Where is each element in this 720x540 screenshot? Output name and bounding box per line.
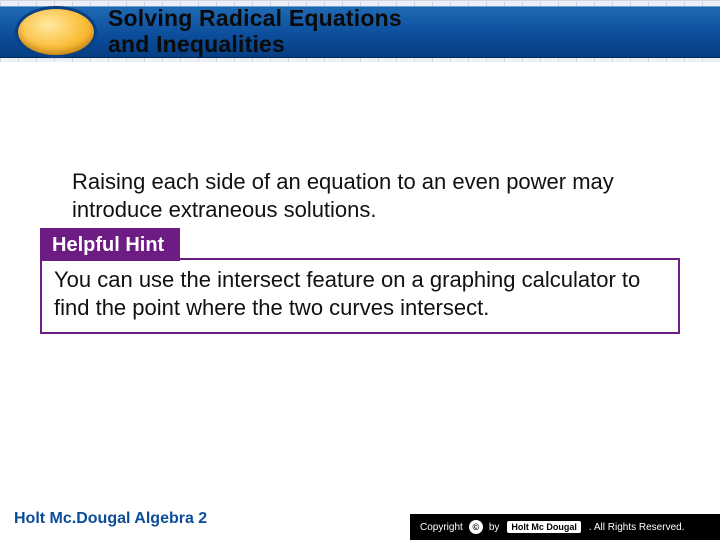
hint-label: Helpful Hint xyxy=(40,228,180,261)
copyright-suffix: . All Rights Reserved. xyxy=(589,522,685,533)
copyright-icon: © xyxy=(469,520,483,534)
hint-body-text: You can use the intersect feature on a g… xyxy=(42,260,678,332)
footer-copyright-bar: Copyright © by Holt Mc Dougal . All Righ… xyxy=(410,514,720,540)
hint-box: Helpful Hint You can use the intersect f… xyxy=(40,258,680,334)
copyright-by: by xyxy=(489,522,500,533)
logo-oval-icon xyxy=(18,9,94,55)
copyright-prefix: Copyright xyxy=(420,522,463,533)
slide: Solving Radical Equations and Inequaliti… xyxy=(0,0,720,540)
title-line-1: Solving Radical Equations xyxy=(108,5,402,31)
page-title: Solving Radical Equations and Inequaliti… xyxy=(108,5,402,57)
body-paragraph: Raising each side of an equation to an e… xyxy=(72,168,652,224)
brand-badge: Holt Mc Dougal xyxy=(507,521,581,533)
title-line-2: and Inequalities xyxy=(108,31,402,57)
footer-left-text: Holt Mc.Dougal Algebra 2 xyxy=(14,510,207,528)
